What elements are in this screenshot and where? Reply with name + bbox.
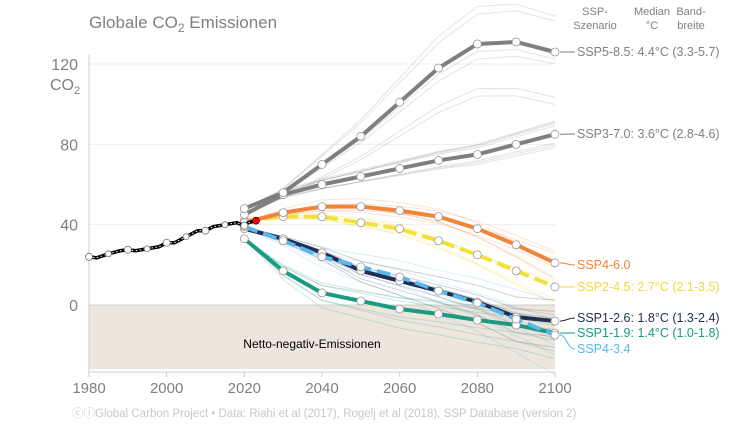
series-point — [512, 241, 520, 249]
model-run-line — [244, 43, 555, 209]
series-point — [473, 225, 481, 233]
label-leader — [560, 335, 575, 349]
series-point — [473, 40, 481, 48]
x-tick-label: 1980 — [72, 380, 105, 397]
series-point — [473, 316, 481, 324]
model-run-line — [244, 143, 555, 215]
negative-region-label: Netto-negativ-Emissionen — [243, 337, 380, 351]
label-leader — [560, 318, 575, 321]
series-point — [357, 172, 365, 180]
series-point — [551, 130, 559, 138]
series-point — [473, 251, 481, 259]
header-scenario-1: SSP- — [582, 6, 608, 18]
historical-point — [202, 227, 209, 234]
y-tick-label: 120 — [51, 57, 78, 74]
series-point — [318, 289, 326, 297]
historical-line — [89, 221, 256, 258]
series-point — [357, 132, 365, 140]
series-point — [396, 98, 404, 106]
x-tick-label: 2000 — [150, 380, 183, 397]
series-point — [512, 315, 520, 323]
series-point — [318, 160, 326, 168]
series-point — [240, 205, 248, 213]
series-label: SSP2-4.5: 2.7°C (2.1-3.5) — [577, 280, 720, 294]
series-point — [512, 267, 520, 275]
series-point — [435, 64, 443, 72]
x-tick-label: 2040 — [305, 380, 338, 397]
series-point — [357, 263, 365, 271]
series-point — [435, 287, 443, 295]
model-run-line — [244, 227, 555, 301]
series-point — [435, 237, 443, 245]
series-point — [357, 297, 365, 305]
series-point — [240, 235, 248, 243]
x-tick-label: 2020 — [228, 380, 261, 397]
series-point — [435, 213, 443, 221]
series-point — [318, 181, 326, 189]
series-point — [318, 213, 326, 221]
series-point — [279, 209, 287, 217]
series-line — [244, 42, 555, 209]
series-point — [396, 273, 404, 281]
series-label: SSP1-2.6: 1.8°C (1.3-2.4) — [577, 311, 720, 325]
historical-point — [241, 222, 248, 229]
cc-icon: ⓒⓘ — [72, 407, 95, 420]
series-point — [357, 219, 365, 227]
latest-emissions-point — [252, 217, 259, 224]
x-tick-label: 2060 — [383, 380, 416, 397]
historical-point — [124, 246, 131, 253]
footer-credit: ⓒⓘGlobal Carbon Project • Data: Riahi et… — [72, 407, 576, 420]
model-run-line — [244, 148, 555, 215]
series-point — [396, 164, 404, 172]
historical-point — [163, 239, 170, 246]
header-median-2: °C — [646, 20, 658, 32]
series-point — [279, 189, 287, 197]
y-tick-label: 80 — [60, 137, 78, 154]
series-point — [396, 305, 404, 313]
y-axis-label: CO2 — [50, 77, 80, 97]
header-scenario-2: Szenario — [573, 20, 616, 32]
header-range-1: Band- — [676, 6, 706, 18]
series-label: SSP1-1.9: 1.4°C (1.0-1.8) — [577, 326, 720, 340]
header-range-2: breite — [677, 20, 705, 32]
series-point — [435, 156, 443, 164]
series-point — [512, 38, 520, 46]
label-leader — [560, 263, 575, 265]
series-point — [279, 267, 287, 275]
series-point — [435, 310, 443, 318]
historical-point — [144, 246, 150, 252]
series-point — [473, 150, 481, 158]
x-tick-label: 2100 — [538, 380, 571, 397]
series-point — [357, 203, 365, 211]
y-tick-label: 0 — [69, 298, 78, 315]
series-point — [279, 237, 287, 245]
series-label: SSP4-6.0 — [577, 258, 631, 272]
chart-title: Globale CO2 Emissionen — [89, 13, 277, 35]
series-point — [396, 225, 404, 233]
series-point — [551, 283, 559, 291]
series-point — [551, 331, 559, 339]
legend-header: SSP- Szenario Median °C Band- breite — [573, 6, 706, 32]
header-median-1: Median — [634, 6, 670, 18]
series-point — [318, 253, 326, 261]
series-point — [396, 207, 404, 215]
series-point — [473, 299, 481, 307]
series-point — [551, 48, 559, 56]
model-run-line — [244, 145, 555, 214]
historical-point — [222, 222, 228, 228]
historical-point — [183, 234, 189, 240]
series-point — [318, 203, 326, 211]
y-tick-label: 40 — [60, 218, 78, 235]
historical-point — [105, 251, 111, 257]
series-point — [512, 140, 520, 148]
series-label: SSP5-8.5: 4.4°C (3.3-5.7) — [577, 45, 720, 59]
x-tick-label: 2080 — [461, 380, 494, 397]
series-label: SSP3-7.0: 3.6°C (2.8-4.6) — [577, 127, 720, 141]
historical-point — [86, 253, 93, 260]
series-point — [551, 259, 559, 267]
series-label: SSP4-3.4 — [577, 342, 631, 356]
series-point — [551, 317, 559, 325]
